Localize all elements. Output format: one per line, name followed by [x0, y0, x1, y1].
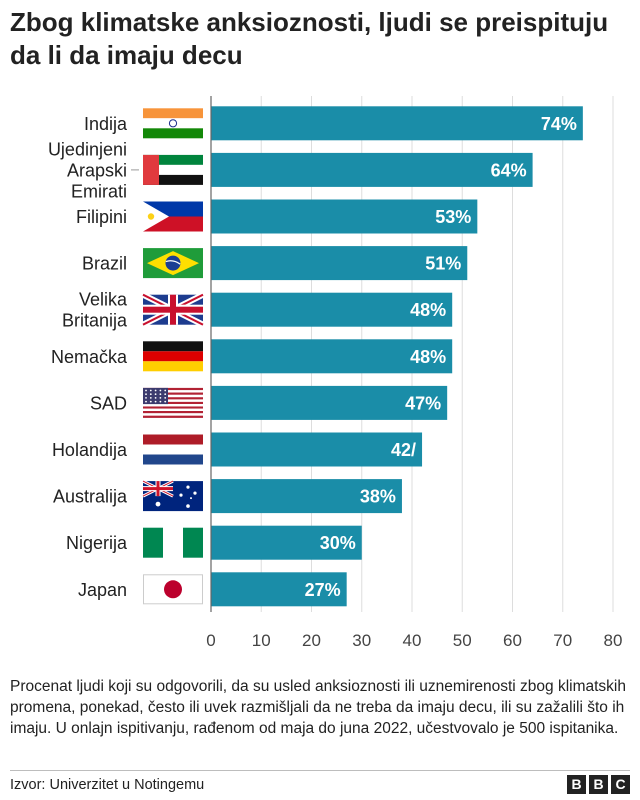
category-label: Japan: [78, 580, 127, 600]
bar: [211, 152, 533, 187]
bar: [211, 525, 362, 560]
data-label: 64%: [491, 160, 527, 180]
x-tick-label: 0: [206, 631, 215, 650]
category-label: Filipini: [76, 207, 127, 227]
category-label: Australija: [53, 487, 128, 507]
category-label: Indija: [84, 114, 128, 134]
bar: [211, 292, 453, 327]
bbc-logo-letter: C: [611, 775, 630, 794]
data-label: 48%: [410, 347, 446, 367]
flag-uk-icon: [141, 292, 205, 328]
bar-chart: 74% Indija 64% Ujedinjeni Arapski Emirati 53% F…: [48, 96, 623, 650]
data-label: 51%: [425, 254, 461, 274]
bbc-logo: B B C: [567, 775, 630, 794]
flag-uae-icon: [143, 154, 203, 185]
data-label: 38%: [360, 487, 396, 507]
x-tick-label: 20: [302, 631, 321, 650]
x-tick-label: 40: [403, 631, 422, 650]
data-label: 27%: [305, 580, 341, 600]
chart-title: Zbog klimatske anksioznosti, ljudi se pr…: [10, 7, 609, 70]
x-tick-label: 60: [503, 631, 522, 650]
x-tick-label: 50: [453, 631, 472, 650]
x-tick-label: 30: [352, 631, 371, 650]
flag-germany-icon: [143, 341, 203, 372]
data-label: 48%: [410, 300, 446, 320]
bar: [211, 572, 347, 607]
flag-usa-icon: [143, 387, 203, 418]
bar: [211, 479, 402, 514]
data-label: 53%: [435, 207, 471, 227]
chart-note: Procenat ljudi koji su odgovorili, da su…: [10, 678, 626, 737]
flag-nigeria-icon: [143, 527, 203, 558]
category-label: Velika Britanija: [62, 290, 128, 331]
flag-india-icon: [143, 108, 203, 139]
flag-brazil-icon: [143, 248, 203, 279]
bar: [211, 246, 468, 281]
bar: [211, 339, 453, 374]
bar: [211, 432, 423, 467]
data-label: 74%: [541, 114, 577, 134]
bar: [211, 106, 583, 141]
flag-netherlands-icon: [143, 434, 203, 465]
flag-australia-icon: [142, 479, 203, 512]
data-label: 42/: [391, 440, 416, 460]
category-label: SAD: [90, 393, 127, 413]
category-label: Nemačka: [51, 347, 128, 367]
bar: [211, 385, 448, 420]
bar: [211, 199, 478, 234]
x-tick-label: 70: [553, 631, 572, 650]
x-tick-label: 10: [252, 631, 271, 650]
source-text: Izvor: Univerzitet u Notingemu: [10, 777, 205, 793]
category-label: Brazil: [82, 254, 127, 274]
category-label: Ujedinjeni Arapski Emirati: [48, 139, 127, 201]
category-label: Holandija: [52, 440, 128, 460]
bbc-logo-letter: B: [589, 775, 608, 794]
data-label: 30%: [320, 533, 356, 553]
x-tick-label: 80: [604, 631, 623, 650]
data-label: 47%: [405, 393, 441, 413]
flag-philippines-icon: [143, 201, 203, 232]
footer-divider: [10, 770, 630, 771]
bbc-logo-letter: B: [567, 775, 586, 794]
category-label: Nigerija: [66, 533, 128, 553]
flag-japan-icon: [143, 574, 203, 605]
